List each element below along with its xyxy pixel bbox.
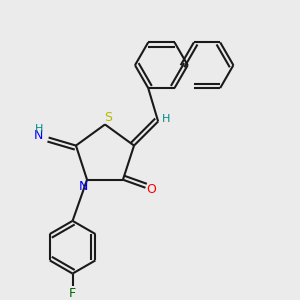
Text: H: H [35, 124, 44, 134]
Text: S: S [104, 111, 112, 124]
Text: F: F [69, 287, 76, 300]
Text: H: H [162, 114, 170, 124]
Text: N: N [79, 180, 88, 193]
Text: N: N [34, 129, 44, 142]
Text: O: O [146, 183, 156, 196]
